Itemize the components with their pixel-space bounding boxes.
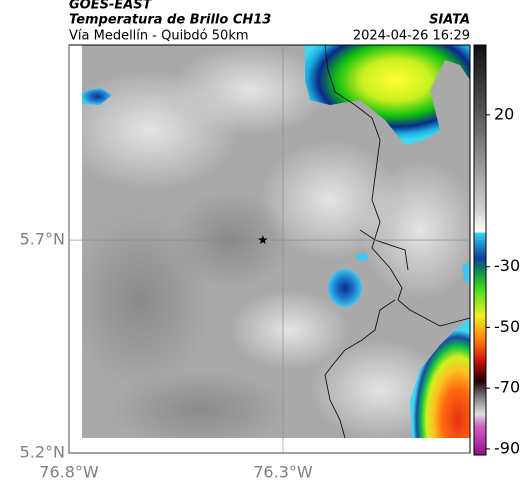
source: SIATA — [429, 13, 470, 28]
y-tick-label: 5.7°N — [20, 230, 65, 249]
colorbar-tick-label: -90 — [494, 438, 520, 457]
colorbar-tick-label: -30 — [494, 256, 520, 275]
title: GOES-EAST — [69, 0, 153, 13]
colorbar-tick-label: 20 — [494, 104, 514, 123]
location-marker — [258, 235, 268, 245]
colorbar-tick-label: -50 — [494, 317, 520, 336]
x-tick-label: 76.3°W — [253, 463, 313, 482]
x-tick-label: 76.8°W — [39, 463, 99, 482]
colorbar — [473, 44, 487, 456]
y-tick-label: 5.2°N — [20, 443, 65, 462]
subtitle: Temperatura de Brillo CH13 — [69, 13, 271, 28]
route: Vía Medellín - Quibdó 50km — [69, 29, 249, 44]
satellite-image — [82, 45, 470, 438]
timestamp: 2024-04-26 16:29 — [353, 29, 470, 44]
colorbar-tick-label: -70 — [494, 378, 520, 397]
